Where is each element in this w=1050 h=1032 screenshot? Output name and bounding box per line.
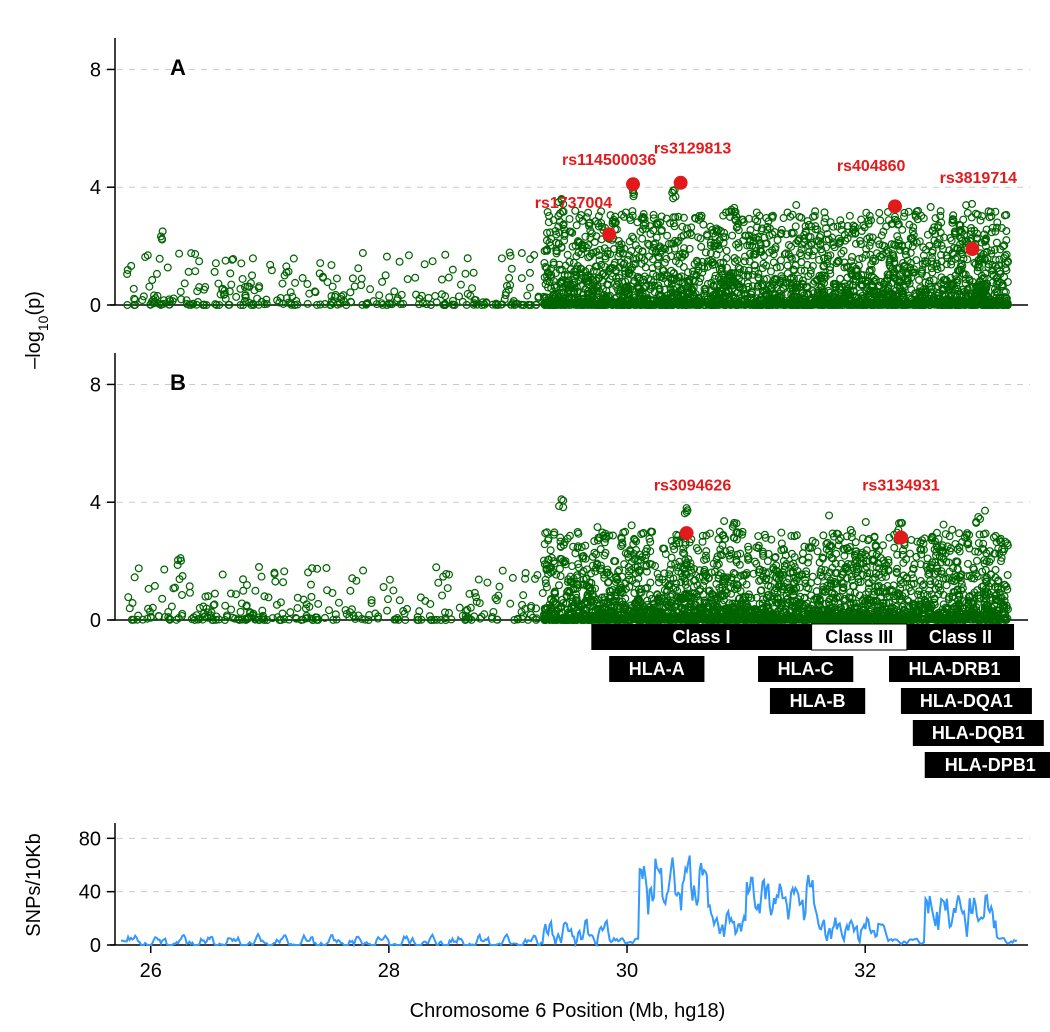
- svg-text:B: B: [170, 370, 186, 395]
- scatter-group: [125, 496, 1012, 624]
- snp-density-line: [121, 856, 1017, 945]
- svg-text:0: 0: [90, 610, 101, 632]
- svg-text:80: 80: [79, 828, 101, 850]
- svg-text:30: 30: [616, 960, 638, 982]
- svg-text:8: 8: [90, 59, 101, 81]
- snp-label: rs3819714: [940, 170, 1018, 187]
- svg-text:0: 0: [90, 935, 101, 957]
- svg-text:32: 32: [854, 960, 876, 982]
- svg-text:Chromosome 6 Position (Mb, hg1: Chromosome 6 Position (Mb, hg18): [410, 1000, 726, 1022]
- snp-label: rs3094626: [654, 477, 732, 494]
- manhattan-figure: 0480480408026283032Chromosome 6 Position…: [0, 0, 1050, 1032]
- svg-text:4: 4: [90, 177, 101, 199]
- svg-text:26: 26: [140, 960, 162, 982]
- highlight-snp: [894, 531, 908, 545]
- highlight-snp: [626, 177, 640, 191]
- svg-text:8: 8: [90, 374, 101, 396]
- snp-label: rs404860: [837, 158, 906, 175]
- highlight-snp: [965, 242, 979, 256]
- chart-svg: 0480480408026283032Chromosome 6 Position…: [0, 0, 1050, 1032]
- snp-label: rs1737004: [535, 195, 613, 212]
- svg-text:A: A: [170, 55, 186, 80]
- svg-text:4: 4: [90, 492, 101, 514]
- snp-label: rs3129813: [654, 140, 732, 157]
- svg-text:0: 0: [90, 295, 101, 317]
- highlight-snp: [680, 526, 694, 540]
- snp-label: rs114500036: [562, 152, 656, 169]
- svg-text:SNPs/10Kb: SNPs/10Kb: [23, 833, 45, 936]
- svg-text:–log10(p): –log10(p): [23, 291, 51, 369]
- svg-text:28: 28: [378, 960, 400, 982]
- snp-label: rs3134931: [862, 477, 940, 494]
- highlight-snp: [602, 227, 616, 241]
- highlight-snp: [888, 199, 902, 213]
- highlight-snp: [674, 176, 688, 190]
- svg-text:40: 40: [79, 882, 101, 904]
